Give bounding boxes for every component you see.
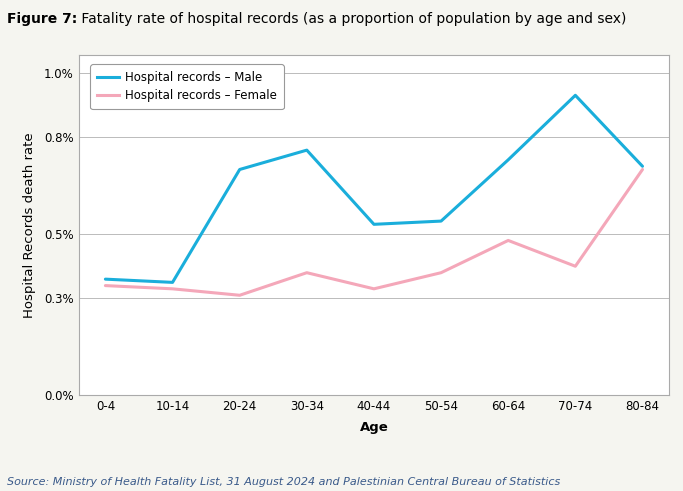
Y-axis label: Hospital Records death rate: Hospital Records death rate: [23, 132, 36, 318]
Text: Figure 7:: Figure 7:: [7, 12, 77, 27]
Legend: Hospital records – Male, Hospital records – Female: Hospital records – Male, Hospital record…: [90, 64, 283, 109]
X-axis label: Age: Age: [359, 421, 389, 435]
Text: Fatality rate of hospital records (as a proportion of population by age and sex): Fatality rate of hospital records (as a …: [77, 12, 626, 27]
Text: Source: Ministry of Health Fatality List, 31 August 2024 and Palestinian Central: Source: Ministry of Health Fatality List…: [7, 477, 560, 487]
